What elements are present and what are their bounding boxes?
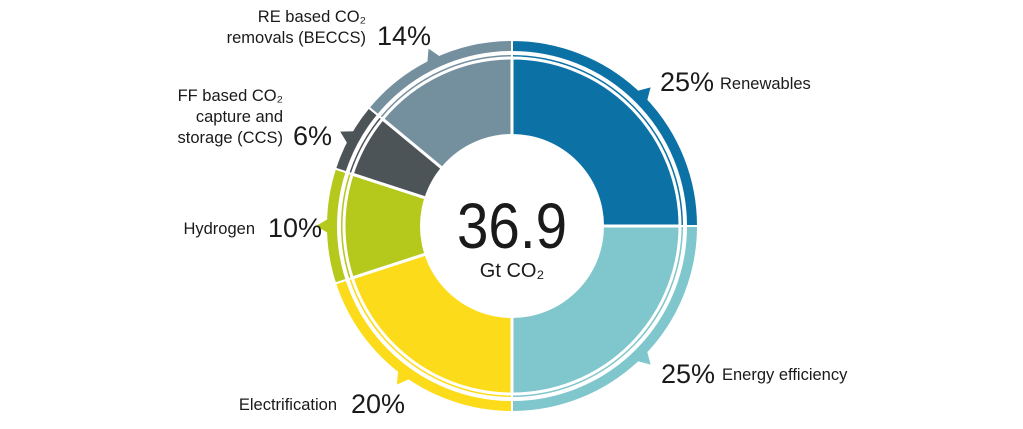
slice-label-hydrogen: Hydrogen <box>183 220 255 238</box>
pointer-energy-efficiency <box>637 351 651 365</box>
slice-label-energy-efficiency: Energy efficiency <box>722 366 848 384</box>
slice-label-electrification: Electrification <box>239 396 337 414</box>
center-unit: Gt CO₂ <box>480 260 544 282</box>
slice-label-ccs-line-3: storage (CCS) <box>178 129 283 147</box>
separator-ring <box>337 51 687 401</box>
pointer-ff-based-co-capture-and-storage-ccs <box>340 131 355 144</box>
slice-label-ccs-line-1: FF based CO₂ <box>178 87 283 105</box>
pointer-renewables <box>637 87 651 101</box>
slice-percent-electrification: 20% <box>351 389 405 419</box>
slice-percent-ccs: 6% <box>293 121 332 151</box>
slice-label-beccs-line-1: RE based CO₂ <box>258 8 366 26</box>
slice-percent-renewables: 25% <box>660 67 714 97</box>
slice-label-ccs-line-2: capture and <box>196 108 283 126</box>
slice-percent-energy-efficiency: 25% <box>661 359 715 389</box>
center-value: 36.9 <box>457 190 567 262</box>
pointer-re-based-co-removals-beccs <box>427 48 441 63</box>
center-hole <box>420 134 604 318</box>
pointer-hydrogen <box>316 218 329 234</box>
slice-percent-beccs: 14% <box>377 21 431 51</box>
slice-percent-hydrogen: 10% <box>268 213 322 243</box>
slice-label-beccs-line-2: removals (BECCS) <box>227 29 366 47</box>
slice-label-renewables: Renewables <box>720 75 811 93</box>
pointer-electrification <box>396 370 410 385</box>
